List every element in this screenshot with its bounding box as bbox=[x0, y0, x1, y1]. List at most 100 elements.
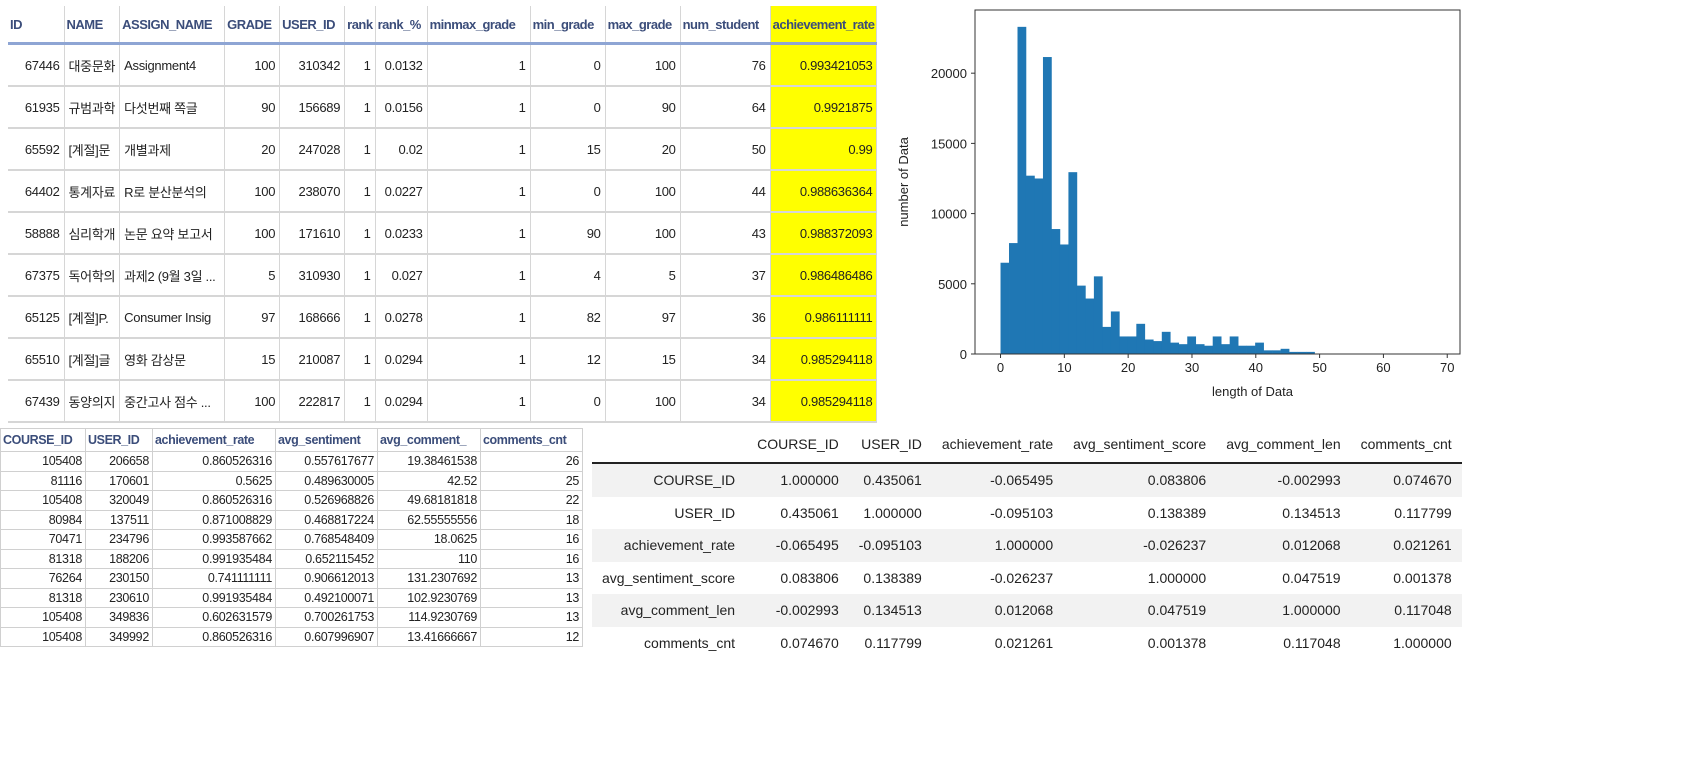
column-header[interactable]: ID bbox=[8, 6, 65, 45]
table-cell: 131.2307692 bbox=[377, 568, 481, 589]
table-cell: 1 bbox=[427, 212, 531, 255]
histogram-bar bbox=[1170, 342, 1180, 354]
column-header[interactable]: USER_ID bbox=[848, 426, 932, 464]
x-tick-label: 50 bbox=[1312, 360, 1326, 375]
table-cell: 320049 bbox=[85, 490, 153, 511]
histogram-bar bbox=[1178, 344, 1188, 354]
table-cell: 1 bbox=[427, 338, 531, 381]
table-cell: 81318 bbox=[0, 587, 86, 608]
table-header-row: COURSE_ID USER_ID achievement_rate avg_sent… bbox=[0, 428, 583, 452]
column-header[interactable]: avg_comment_ bbox=[377, 428, 481, 452]
table-cell: 0.083806 bbox=[1147, 472, 1207, 489]
table-cell: 49.68181818 bbox=[377, 490, 481, 511]
table-cell: 171610 bbox=[279, 212, 346, 255]
table-cell: 0.993587662 bbox=[152, 529, 276, 550]
table-cell: 222817 bbox=[279, 380, 346, 423]
table-cell: 13 bbox=[480, 568, 583, 589]
table-cell: 1 bbox=[344, 338, 376, 381]
table-cell: 114.9230769 bbox=[377, 607, 481, 628]
table-cell: 0 bbox=[530, 86, 606, 129]
table-cell: 0.012068 bbox=[994, 602, 1054, 619]
table-cell: 1 bbox=[344, 296, 376, 339]
table-cell: 1 bbox=[344, 86, 376, 129]
column-header[interactable]: avg_comment_len bbox=[1216, 426, 1351, 464]
column-header[interactable]: comments_cnt bbox=[480, 428, 583, 452]
table-cell: 규범과학 bbox=[64, 86, 121, 129]
column-header[interactable]: achievement_rate bbox=[770, 6, 878, 45]
table-row: 67446 대중문화 Assignment4 100 310342 1 0.0132 1 0 10… bbox=[8, 43, 878, 87]
histogram-bar bbox=[1025, 175, 1035, 354]
table-cell: 0.047519 bbox=[1282, 569, 1341, 586]
column-header[interactable]: minmax_grade bbox=[427, 6, 531, 45]
column-header[interactable]: rank_% bbox=[375, 6, 428, 45]
histogram-bar bbox=[1289, 351, 1298, 354]
column-header[interactable]: NAME bbox=[64, 6, 121, 45]
table-cell: 1.000000 bbox=[1393, 634, 1452, 651]
table-cell: Consumer Insig bbox=[119, 296, 226, 339]
column-header[interactable]: COURSE_ID bbox=[0, 428, 86, 452]
table-cell: 50 bbox=[680, 128, 771, 171]
table-cell: -0.002993 bbox=[1277, 472, 1341, 489]
table-cell: 210087 bbox=[279, 338, 346, 381]
table-cell: 100 bbox=[605, 380, 681, 423]
row-label: USER_ID bbox=[674, 504, 736, 521]
table-cell: 0.985294118 bbox=[770, 380, 878, 423]
column-header[interactable] bbox=[592, 426, 748, 464]
column-header[interactable]: achievement_rate bbox=[152, 428, 276, 452]
table-cell: 0.0233 bbox=[375, 212, 428, 255]
table-cell: -0.065495 bbox=[990, 472, 1054, 489]
table-cell: R로 분산분석의 bbox=[119, 170, 226, 213]
column-header[interactable]: achievement_rate bbox=[931, 426, 1064, 464]
table-cell: 0.435061 bbox=[863, 472, 922, 489]
histogram-bar bbox=[1076, 285, 1086, 354]
table-cell: 247028 bbox=[279, 128, 346, 171]
column-header[interactable]: USER_ID bbox=[85, 428, 153, 452]
column-header[interactable]: num_student bbox=[680, 6, 771, 45]
table-cell: 0.0132 bbox=[375, 43, 428, 87]
table-cell: 0.001378 bbox=[1147, 634, 1207, 651]
table-cell: 1.000000 bbox=[1282, 602, 1341, 619]
x-tick-label: 60 bbox=[1376, 360, 1390, 375]
table-header-row: COURSE_ID USER_ID achievement_rate avg_sent… bbox=[592, 426, 1462, 464]
table-row: USER_ID 0.435061 1.000000 -0.095103 0.138389… bbox=[592, 497, 1462, 530]
column-header[interactable]: ASSIGN_NAME bbox=[119, 6, 226, 45]
histogram-bar bbox=[1068, 172, 1078, 354]
table-cell: 0.012068 bbox=[1282, 537, 1341, 554]
column-header[interactable]: USER_ID bbox=[279, 6, 346, 45]
table-cell: 독어학의 bbox=[64, 254, 121, 297]
histogram-bar bbox=[1119, 336, 1129, 354]
column-header[interactable]: avg_sentiment bbox=[275, 428, 378, 452]
column-header[interactable]: comments_cnt bbox=[1350, 426, 1462, 464]
table-cell: 0 bbox=[530, 380, 606, 423]
column-header[interactable]: rank bbox=[344, 6, 376, 45]
histogram-bar bbox=[1042, 57, 1052, 354]
table-cell: 15 bbox=[605, 338, 681, 381]
row-label: COURSE_ID bbox=[653, 472, 736, 489]
column-header[interactable]: max_grade bbox=[605, 6, 681, 45]
table-cell: 1 bbox=[427, 254, 531, 297]
table-cell: 1 bbox=[344, 212, 376, 255]
table-cell: 0.0294 bbox=[375, 338, 428, 381]
histogram-bar bbox=[1306, 351, 1315, 354]
histogram-bar bbox=[1161, 331, 1171, 354]
table-cell: 0.9921875 bbox=[770, 86, 878, 129]
table-cell: 20 bbox=[224, 128, 281, 171]
table-cell: 1 bbox=[427, 43, 531, 87]
column-header[interactable]: min_grade bbox=[530, 6, 606, 45]
table-cell: 64402 bbox=[8, 170, 65, 213]
column-header[interactable]: GRADE bbox=[224, 6, 281, 45]
table-row: 65592 [계절]문 개별과제 20 247028 1 0.02 1 15 20 50 0.99 bbox=[8, 128, 878, 171]
column-header[interactable]: COURSE_ID bbox=[747, 426, 849, 464]
y-tick-label: 10000 bbox=[931, 207, 967, 222]
table-cell: 개별과제 bbox=[119, 128, 226, 171]
table-cell: 1.000000 bbox=[1147, 569, 1207, 586]
table-row: comments_cnt 0.074670 0.117799 0.021261 0.00… bbox=[592, 627, 1462, 660]
table-cell: 1 bbox=[427, 380, 531, 423]
table-cell: [계절]P. bbox=[64, 296, 121, 339]
table-cell: 13.41666667 bbox=[377, 626, 481, 647]
histogram-bar bbox=[1204, 345, 1214, 354]
table-row: 61935 규범과학 다섯번째 쪽글 90 156689 1 0.0156 1 0 90 64 0.9… bbox=[8, 86, 878, 129]
x-axis-label: length of Data bbox=[1212, 384, 1294, 399]
table-cell: 97 bbox=[605, 296, 681, 339]
column-header[interactable]: avg_sentiment_score bbox=[1063, 426, 1217, 464]
